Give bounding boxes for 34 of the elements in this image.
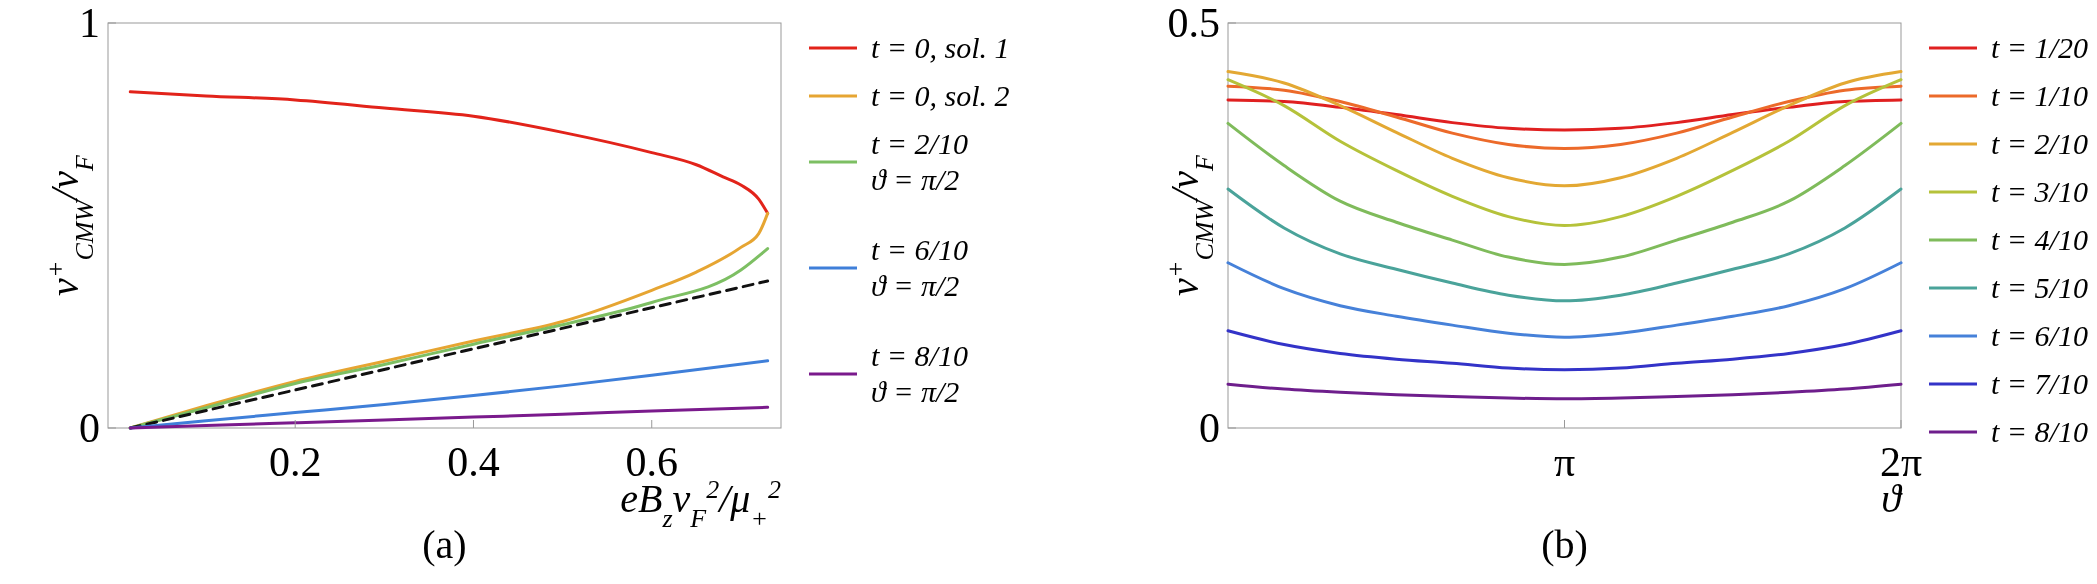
line-series [1226,329,1903,372]
line-series [1226,78,1903,227]
legend-label: t = 8/10 [1991,415,2088,448]
line-series [1226,382,1903,401]
legend-label: t = 8/10 ϑ = π/2 [871,339,968,408]
legend-label: t = 6/10 [1991,319,2088,352]
legend-label: t = 0, sol. 1 [871,31,1010,64]
line-series [1226,261,1903,339]
y-tick-label: 1 [79,0,100,46]
legend-label: t = 7/10 [1991,367,2088,400]
x-tick-label: 0.2 [268,439,322,485]
line-series [1226,121,1903,266]
line-series [1226,70,1903,188]
line-series [1226,84,1903,151]
legend-label: t = 6/10 ϑ = π/2 [871,233,968,302]
legend-label: t = 0, sol. 2 [871,79,1010,112]
legend-label: t = 1/20 [1991,31,2088,64]
legend-label: t = 5/10 [1991,271,2088,304]
line-series [128,405,770,430]
legend-label: t = 1/10 [1991,79,2088,112]
y-tick-label: 0 [1199,405,1220,451]
y-tick-label: 0 [79,405,100,451]
legend-label: t = 2/10 ϑ = π/2 [871,127,968,196]
x-tick-label: 0.6 [625,439,678,485]
text: (b) [1541,522,1588,567]
legend-label: t = 3/10 [1991,175,2088,208]
y-tick-label: 0.5 [1167,0,1220,46]
line-series [128,90,770,215]
line-series [1226,187,1903,303]
x-tick-label: π [1553,439,1576,485]
x-tick-label: 0.4 [447,439,500,485]
legend-label: t = 2/10 [1991,127,2088,160]
text: (a) [422,522,467,567]
legend-label: t = 4/10 [1991,223,2088,256]
